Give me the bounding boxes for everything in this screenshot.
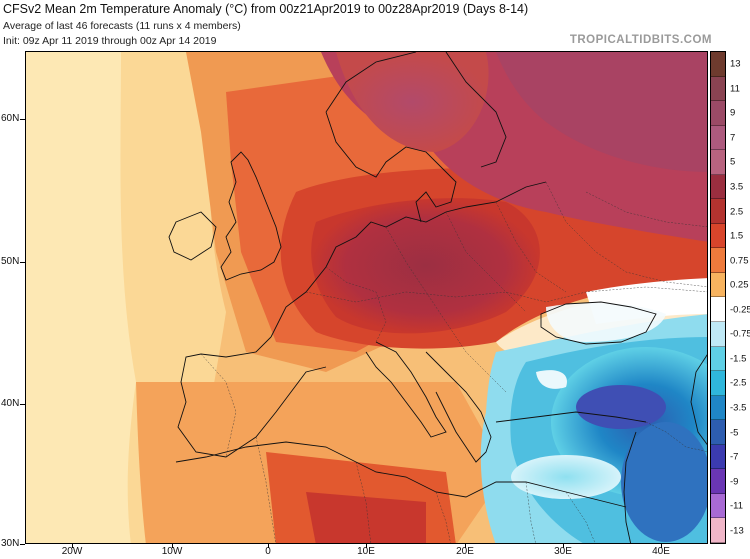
colorbar-swatch <box>711 395 725 421</box>
colorbar-swatch <box>711 297 725 323</box>
colorbar-label: 13 <box>730 58 741 70</box>
brand-watermark: TROPICALTIDBITS.COM <box>569 34 712 46</box>
lon-tick <box>563 544 564 548</box>
colorbar-swatch <box>711 199 725 224</box>
colorbar-swatch <box>711 322 725 347</box>
colorbar-label: -7 <box>730 451 739 463</box>
colorbar-label: -0.75 <box>730 328 750 340</box>
colorbar-label: -3.5 <box>730 402 747 414</box>
colorbar-swatch <box>711 371 725 396</box>
lon-label: 20E <box>456 546 474 557</box>
colorbar-label: -0.25 <box>730 304 750 316</box>
colorbar-swatch <box>711 346 725 372</box>
lon-label: 0 <box>265 546 271 557</box>
colorbar-swatch <box>711 52 725 77</box>
colorbar-label: 1.5 <box>730 230 744 242</box>
colorbar-swatch <box>711 125 725 151</box>
lon-tick <box>268 544 269 548</box>
country-borders <box>200 181 707 543</box>
lon-label: 10E <box>357 546 375 557</box>
colorbar-label: -11 <box>730 500 744 512</box>
lon-label: 20W <box>61 546 83 557</box>
lat-tick <box>20 544 25 545</box>
colorbar-swatch <box>711 493 725 519</box>
lon-tick <box>661 544 662 548</box>
lat-label: 30N <box>1 538 20 549</box>
lat-label: 60N <box>1 113 20 124</box>
lon-label: 30E <box>554 546 572 557</box>
colorbar-label: 0.25 <box>730 279 749 291</box>
lon-tick <box>465 544 466 548</box>
lat-label: 50N <box>1 256 20 267</box>
colorbar-label: -13 <box>730 525 744 537</box>
colorbar-label: 3.5 <box>730 181 744 193</box>
map-subtitle: Average of last 46 forecasts (11 runs x … <box>3 20 241 32</box>
colorbar-swatch <box>711 174 725 200</box>
colorbar-label: -1.5 <box>730 353 747 365</box>
colorbar-swatch <box>711 101 725 126</box>
colorbar-swatch <box>711 223 725 249</box>
init-time-label: Init: 09z Apr 11 2019 through 00z Apr 14… <box>3 35 217 47</box>
colorbar-label: -2.5 <box>730 377 747 389</box>
colorbar-swatch <box>711 76 725 102</box>
colorbar-swatch <box>711 272 725 298</box>
lon-tick <box>172 544 173 548</box>
colorbar-label: 9 <box>730 107 736 119</box>
colorbar-label: 2.5 <box>730 206 744 218</box>
colorbar-swatch <box>711 420 725 445</box>
colorbar-swatch <box>711 469 725 494</box>
colorbar-label: -9 <box>730 476 739 488</box>
lon-tick <box>366 544 367 548</box>
colorbar-label: -5 <box>730 427 739 439</box>
lat-tick <box>20 404 25 405</box>
colorbar-label: 0.75 <box>730 255 749 267</box>
header: CFSv2 Mean 2m Temperature Anomaly (°C) f… <box>0 0 750 50</box>
lat-tick <box>20 119 25 120</box>
lat-label: 40N <box>1 398 20 409</box>
coastlines <box>168 52 707 543</box>
anomaly-map <box>25 51 708 544</box>
anomaly-map-canvas <box>26 52 707 543</box>
map-title: CFSv2 Mean 2m Temperature Anomaly (°C) f… <box>3 2 529 16</box>
colorbar-swatch <box>711 150 725 175</box>
lat-tick <box>20 262 25 263</box>
colorbar-swatch <box>711 444 725 470</box>
lon-label: 40E <box>652 546 670 557</box>
colorbar-label: 7 <box>730 132 736 144</box>
lon-label: 10W <box>161 546 183 557</box>
colorbar-label: 5 <box>730 156 736 168</box>
colorbar <box>710 51 726 544</box>
colorbar-swatch <box>711 518 725 543</box>
colorbar-label: 11 <box>730 83 740 95</box>
lon-tick <box>72 544 73 548</box>
colorbar-swatch <box>711 248 725 273</box>
